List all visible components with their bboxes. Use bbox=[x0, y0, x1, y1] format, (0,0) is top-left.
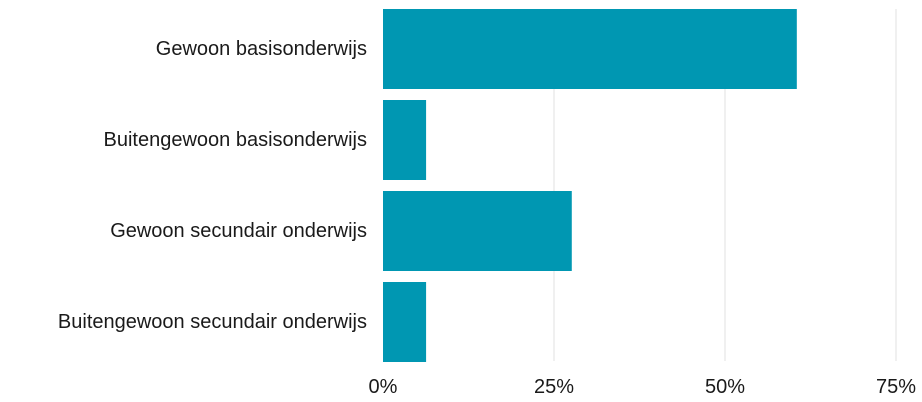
bar bbox=[383, 191, 572, 271]
x-axis-tick-labels: 0% 25% 50% 75% bbox=[369, 376, 917, 398]
bar bbox=[383, 9, 797, 89]
bars bbox=[383, 9, 797, 362]
category-labels: Gewoon basisonderwijs Buitengewoon basiso… bbox=[58, 38, 367, 333]
x-tick-label: 0% bbox=[369, 376, 398, 397]
x-tick-label: 25% bbox=[534, 376, 574, 397]
x-tick-label: 50% bbox=[705, 376, 745, 397]
category-label: Buitengewoon secundair onderwijs bbox=[58, 311, 367, 333]
bar bbox=[383, 282, 427, 362]
category-label: Buitengewoon basisonderwijs bbox=[104, 129, 368, 151]
bar bbox=[383, 100, 427, 180]
category-label: Gewoon basisonderwijs bbox=[156, 38, 367, 60]
category-label: Gewoon secundair onderwijs bbox=[110, 220, 367, 242]
x-tick-label: 75% bbox=[876, 376, 916, 397]
